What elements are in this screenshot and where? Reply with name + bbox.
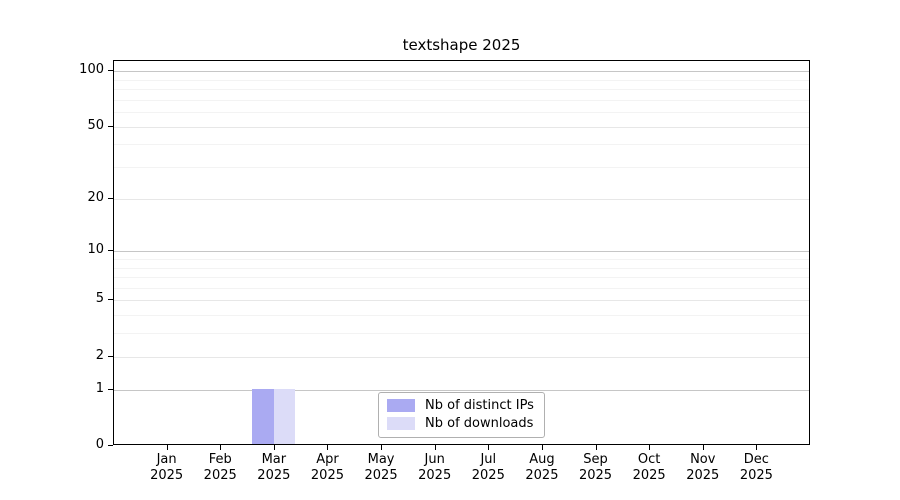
x-tick-label: Jun 2025: [418, 452, 452, 483]
y-tick: [108, 388, 113, 390]
x-tick-label: Aug 2025: [525, 452, 559, 483]
y-tick-label: 20: [87, 189, 104, 205]
bar-mar-downloads: [273, 388, 296, 444]
x-tick-label: Sep 2025: [578, 452, 613, 483]
y-tick-label: 1: [95, 380, 104, 396]
y-tick-label: 0: [95, 437, 104, 452]
x-tick-label: Oct 2025: [632, 452, 666, 483]
y-gridline-minor: [114, 79, 809, 81]
y-tick: [108, 299, 113, 301]
y-tick-label: 100: [79, 62, 104, 78]
y-gridline-minor: [114, 259, 809, 260]
y-tick: [108, 70, 113, 72]
y-tick-label: 2: [95, 347, 104, 363]
x-tick: [220, 445, 222, 450]
x-tick: [434, 445, 436, 450]
y-tick: [108, 197, 113, 199]
y-tick-label: 5: [95, 291, 104, 307]
x-tick: [595, 445, 597, 450]
y-gridline-minor: [114, 167, 809, 169]
y-gridline-decade: [114, 71, 809, 73]
bar-mar-distinct-ips: [252, 388, 274, 444]
x-tick-label: Apr 2025: [310, 452, 344, 483]
x-tick: [273, 445, 275, 450]
x-tick-label: Jan 2025: [150, 452, 184, 483]
y-gridline-minor: [114, 277, 809, 279]
x-tick-label: Nov 2025: [686, 452, 720, 483]
x-tick: [541, 445, 543, 450]
y-gridline-decade: [114, 389, 809, 391]
legend-swatch-downloads: [387, 417, 415, 430]
y-gridline-minor: [114, 144, 809, 146]
y-tick: [108, 445, 113, 446]
x-tick-label: May 2025: [364, 452, 398, 483]
x-tick-label: Feb 2025: [203, 452, 237, 483]
x-tick: [381, 445, 383, 450]
x-tick: [702, 445, 704, 450]
y-gridline-minor: [114, 333, 809, 335]
y-gridline: [114, 356, 809, 358]
y-gridline-minor: [114, 267, 809, 269]
x-tick-label: Jul 2025: [471, 452, 505, 483]
y-gridline-decade: [114, 251, 809, 253]
y-tick-label: 10: [87, 242, 104, 258]
y-tick-label: 50: [87, 117, 104, 133]
legend-label-distinct-ips: Nb of distinct IPs: [425, 398, 534, 413]
y-tick: [108, 355, 113, 357]
x-tick: [488, 445, 490, 450]
y-gridline: [114, 300, 809, 302]
x-tick-label: Dec 2025: [739, 452, 773, 483]
y-gridline-minor: [114, 99, 809, 101]
chart-title: textshape 2025: [402, 36, 521, 54]
y-gridline-minor: [114, 287, 809, 289]
y-gridline-minor: [114, 89, 809, 91]
y-tick: [108, 250, 113, 252]
x-tick: [327, 445, 329, 450]
x-tick: [756, 445, 758, 450]
legend-item-distinct-ips: Nb of distinct IPs: [387, 398, 534, 413]
y-gridline-minor: [114, 315, 809, 317]
y-gridline: [114, 126, 809, 128]
legend-label-downloads: Nb of downloads: [425, 416, 534, 431]
y-gridline: [114, 198, 809, 200]
x-tick: [166, 445, 168, 450]
legend: Nb of distinct IPs Nb of downloads: [378, 392, 545, 438]
plot-area: [113, 60, 810, 445]
y-gridline-minor: [114, 112, 809, 114]
legend-item-downloads: Nb of downloads: [387, 416, 534, 431]
x-tick: [649, 445, 651, 450]
y-tick: [108, 125, 113, 127]
legend-swatch-distinct-ips: [387, 399, 415, 412]
x-tick-label: Mar 2025: [257, 452, 291, 483]
